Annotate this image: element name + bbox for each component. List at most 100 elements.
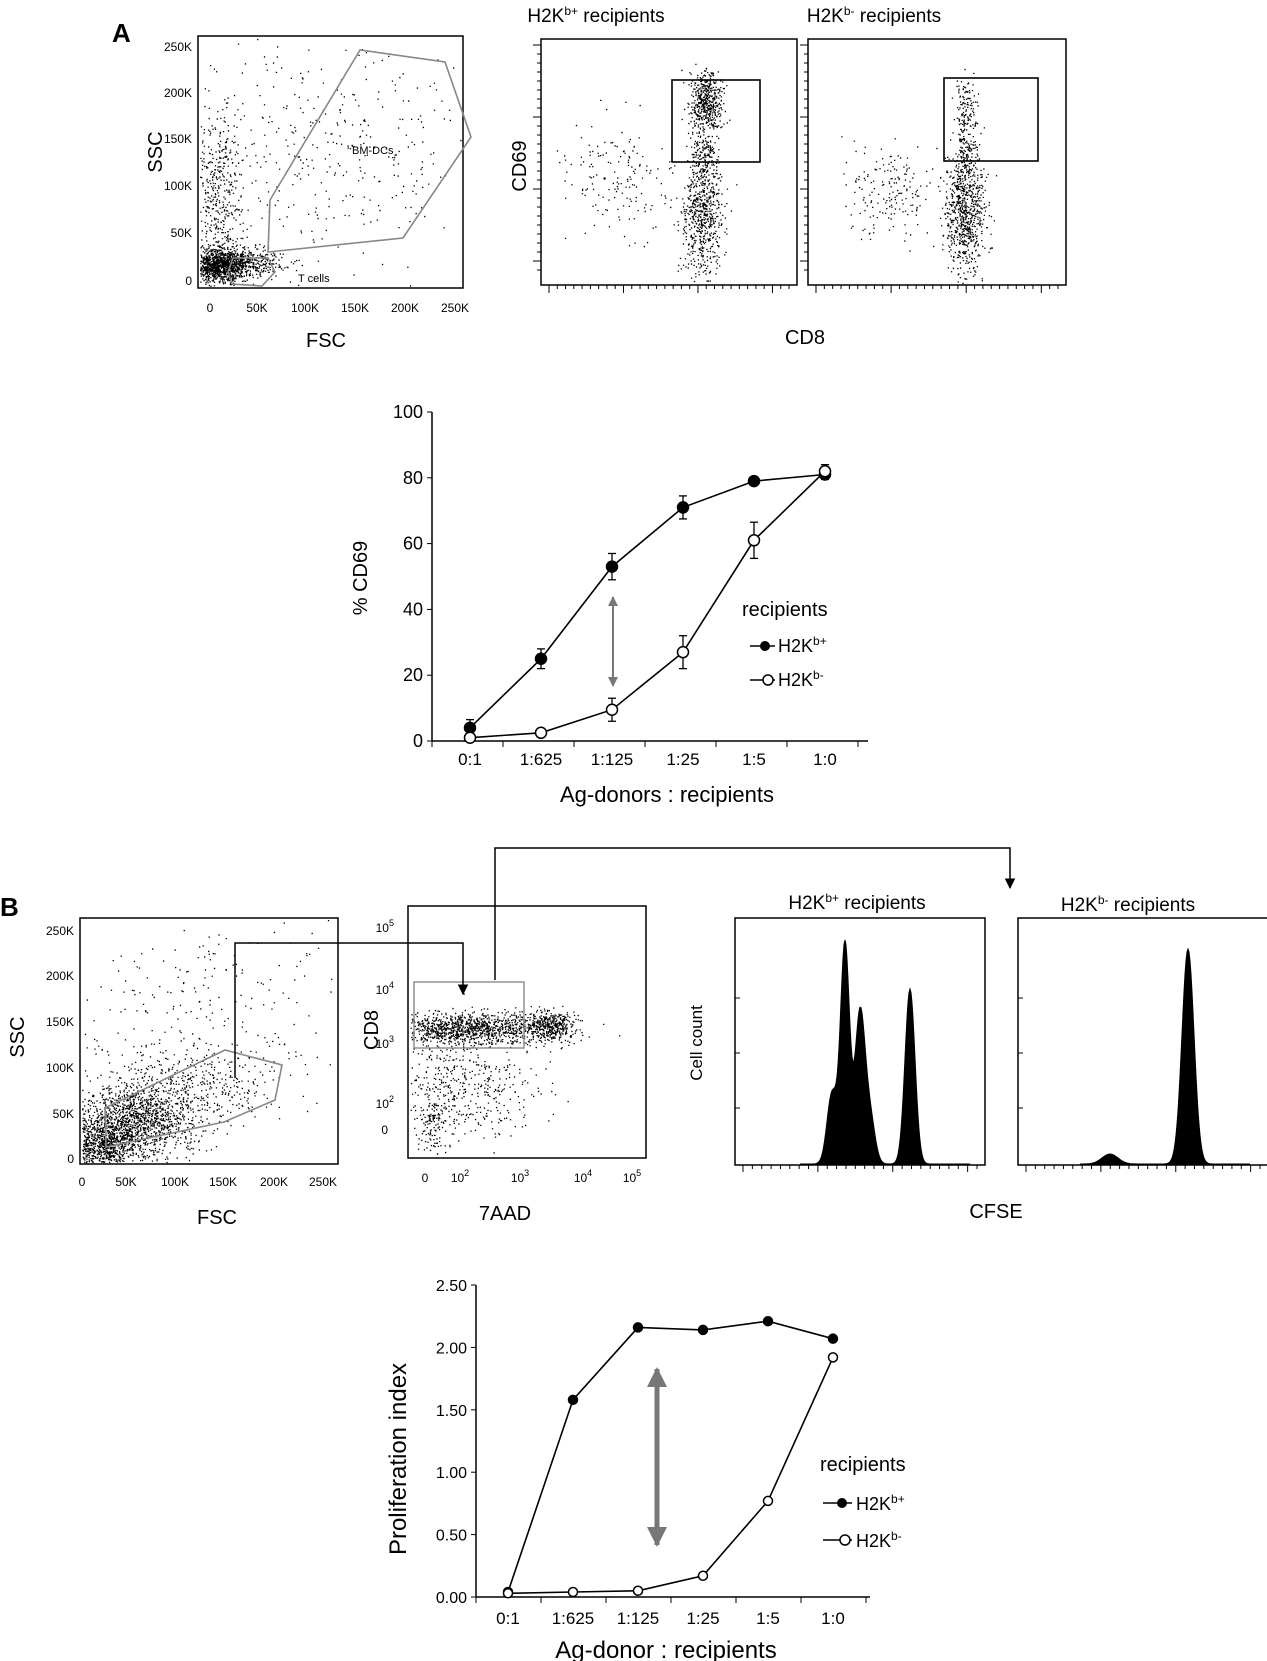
flow-title-h2kb-minus: H2Kb- recipients [807,4,941,27]
y-tick: 250K [164,40,192,54]
x-tick: 0 [422,1171,429,1185]
y-tick: 105 [376,918,394,935]
legend-marker-open [839,1534,851,1546]
histogram-h2kb-minus [1080,947,1250,1165]
y-tick: 102 [376,1094,394,1111]
data-point [676,501,690,514]
y-tick-label: 1.00 [436,1465,467,1482]
flow-events-h2kb-minus [841,68,998,285]
y-tick-label: 0.50 [436,1528,467,1545]
y-tick: 250K [46,924,74,938]
legend: recipients H2Kb+ H2Kb- [820,1454,906,1551]
series-line [469,473,826,729]
legend-label-h2kb-plus: H2Kb+ [778,634,827,656]
gating-arrows [234,847,1016,1078]
hist-frame-h2kb-minus [1017,917,1267,1166]
legend-marker-open [762,674,774,686]
y-tick-label: 0.00 [436,1590,467,1607]
legend-title: recipients [742,599,828,621]
y-tick: 200K [46,969,74,983]
y-axis-label: % CD69 [350,541,372,615]
x-tick: 250K [309,1175,337,1189]
x-tick-label: 1:625 [520,750,563,769]
gate-cd8-live [413,981,525,1049]
y-tick: 100K [46,1061,74,1075]
arrow-scatter-to-cd8 [234,942,469,1078]
y-tick-label: 100 [393,402,423,422]
x-tick: 0 [79,1175,86,1189]
data-point [676,645,690,659]
y-tick: 104 [376,980,394,997]
x-tick: 200K [391,301,419,315]
hist-title-h2kb-plus: H2Kb+ recipients [788,891,925,914]
gate-cd69-high-h2kb-plus [671,79,761,163]
data-point [762,1495,774,1507]
flow-events-h2kb-plus [556,63,738,283]
legend-label-h2kb-minus: H2Kb- [856,1529,902,1551]
x-tick-label: 1:25 [666,750,699,769]
x-tick: 104 [574,1168,592,1185]
legend: recipients H2Kb+ H2Kb- [742,599,828,690]
gate-lymphocytes [104,1049,283,1148]
chart-series [463,463,832,744]
x-tick: 50K [246,301,267,315]
data-point [632,1585,644,1597]
chart-series [502,1315,839,1599]
event-dots [82,920,333,1164]
flow-y-axis-label: CD69 [509,140,531,191]
plot-frame [197,35,464,289]
x-tick-labels: 0 50K 100K 150K 200K 250K [207,301,469,315]
event-dots [200,38,462,287]
x-axis-label: Ag-donor : recipients [555,1637,776,1661]
y-axis-label: CD8 [361,1010,383,1050]
data-point [827,1333,839,1344]
plot-frame [407,905,647,1159]
chart-proliferation-index: 0.00 0.50 1.00 1.50 2.00 2.50 0:1 1:625 1:125 1:2… [385,1278,906,1661]
event-dots [410,993,621,1155]
y-tick: 100K [164,179,192,193]
y-tick: 103 [376,1034,394,1051]
x-tick: 250K [441,301,469,315]
y-tick: 0 [67,1152,74,1166]
x-tick: 200K [260,1175,288,1189]
y-tick: 0 [381,1123,388,1137]
hist-frame-h2kb-plus [734,917,986,1166]
data-point [747,474,761,488]
data-point [463,731,477,744]
x-tick-label: 1:5 [756,1609,780,1628]
data-point [605,560,619,573]
series-line [507,1320,834,1593]
panel-b-label: B [0,892,19,922]
histogram-axis-ticks [735,997,1261,1172]
panel-b-cfse-histograms: H2Kb+ recipients H2Kb- recipients Cell c… [687,891,1267,1223]
hist-title-h2kb-minus: H2Kb- recipients [1061,893,1195,916]
x-axis-label: FSC [197,1207,237,1229]
y-tick-label: 40 [403,599,423,619]
panel-b-cd8-7aad-plot: 105 104 103 102 0 0 102 103 104 105 CD8 … [361,905,647,1225]
y-tick: 200K [164,86,192,100]
legend-marker-filled [760,641,770,651]
legend-label-h2kb-minus: H2Kb- [778,668,824,690]
x-tick: 150K [209,1175,237,1189]
series-line [507,1357,834,1595]
legend-title: recipients [820,1454,906,1476]
data-point [632,1322,644,1333]
x-tick: 100K [291,301,319,315]
panel-a-ssc-fsc-plot: BM-DCs T cells 250K 200K 150K 100K 50K 0… [145,35,472,352]
hist-x-axis-label: CFSE [969,1201,1022,1223]
x-tick-labels: 0 50K 100K 150K 200K 250K [79,1175,337,1189]
y-tick-label: 80 [403,468,423,488]
histogram-h2kb-plus [800,939,970,1165]
legend-label-h2kb-plus: H2Kb+ [856,1492,905,1514]
x-tick: 150K [341,301,369,315]
x-tick-label: 1:25 [686,1609,719,1628]
data-point [827,1352,839,1363]
legend-marker-filled [837,1498,847,1508]
chart-axes: 0.00 0.50 1.00 1.50 2.00 2.50 0:1 1:625 1:125 1:2… [436,1278,870,1628]
x-tick: 105 [623,1168,641,1185]
chart-axes: 0 20 40 60 80 100 0:1 1:625 1:125 1:25 1:5 1:0 [393,402,868,769]
data-point [502,1588,514,1599]
data-point [762,1315,774,1327]
y-tick-label: 1.50 [436,1403,467,1420]
